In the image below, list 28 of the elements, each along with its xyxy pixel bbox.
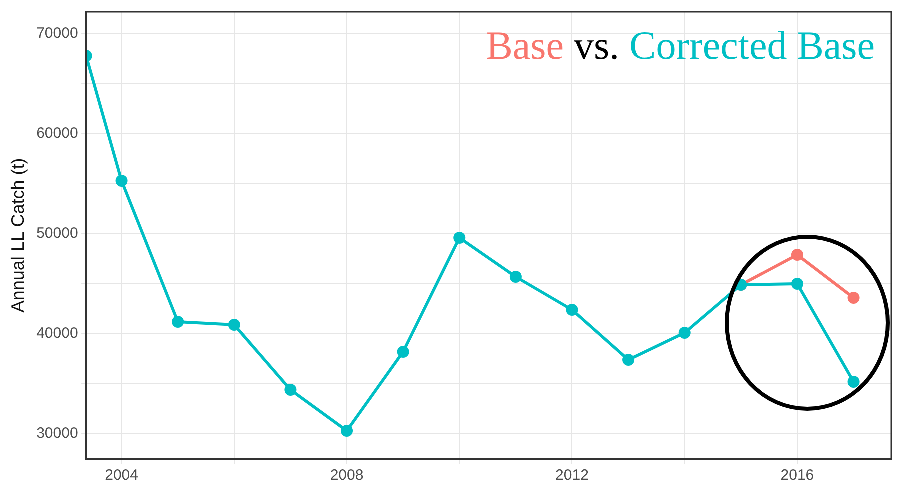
text: Base: [486, 23, 564, 68]
annotation: vs.: [572, 23, 621, 68]
point: [566, 304, 578, 316]
x-tick-label: 2016: [780, 467, 814, 484]
y-tick-label: 30000: [36, 425, 78, 442]
point: [791, 278, 804, 290]
point: [284, 384, 297, 396]
x-tick-label: 2012: [556, 467, 589, 484]
y-tick-label: 50000: [36, 225, 78, 242]
point: [678, 327, 691, 339]
point: [510, 271, 522, 283]
point: [116, 175, 128, 187]
y-tick-label: 60000: [36, 125, 78, 142]
text: Corrected Base: [630, 23, 875, 68]
y-tick-label: 40000: [36, 325, 78, 342]
y-axis-title: Annual LL Catch (t): [8, 158, 28, 313]
point: [397, 346, 410, 358]
x-tick-label: 2008: [330, 467, 364, 484]
point: [622, 354, 635, 366]
point: [848, 376, 860, 388]
y-tick-label: 70000: [36, 25, 78, 42]
point: [172, 316, 184, 328]
point: [228, 319, 240, 331]
point: [454, 232, 466, 244]
point: [341, 425, 354, 437]
point: [848, 292, 860, 304]
point: [791, 249, 804, 261]
x-tick-label: 2004: [105, 467, 138, 484]
